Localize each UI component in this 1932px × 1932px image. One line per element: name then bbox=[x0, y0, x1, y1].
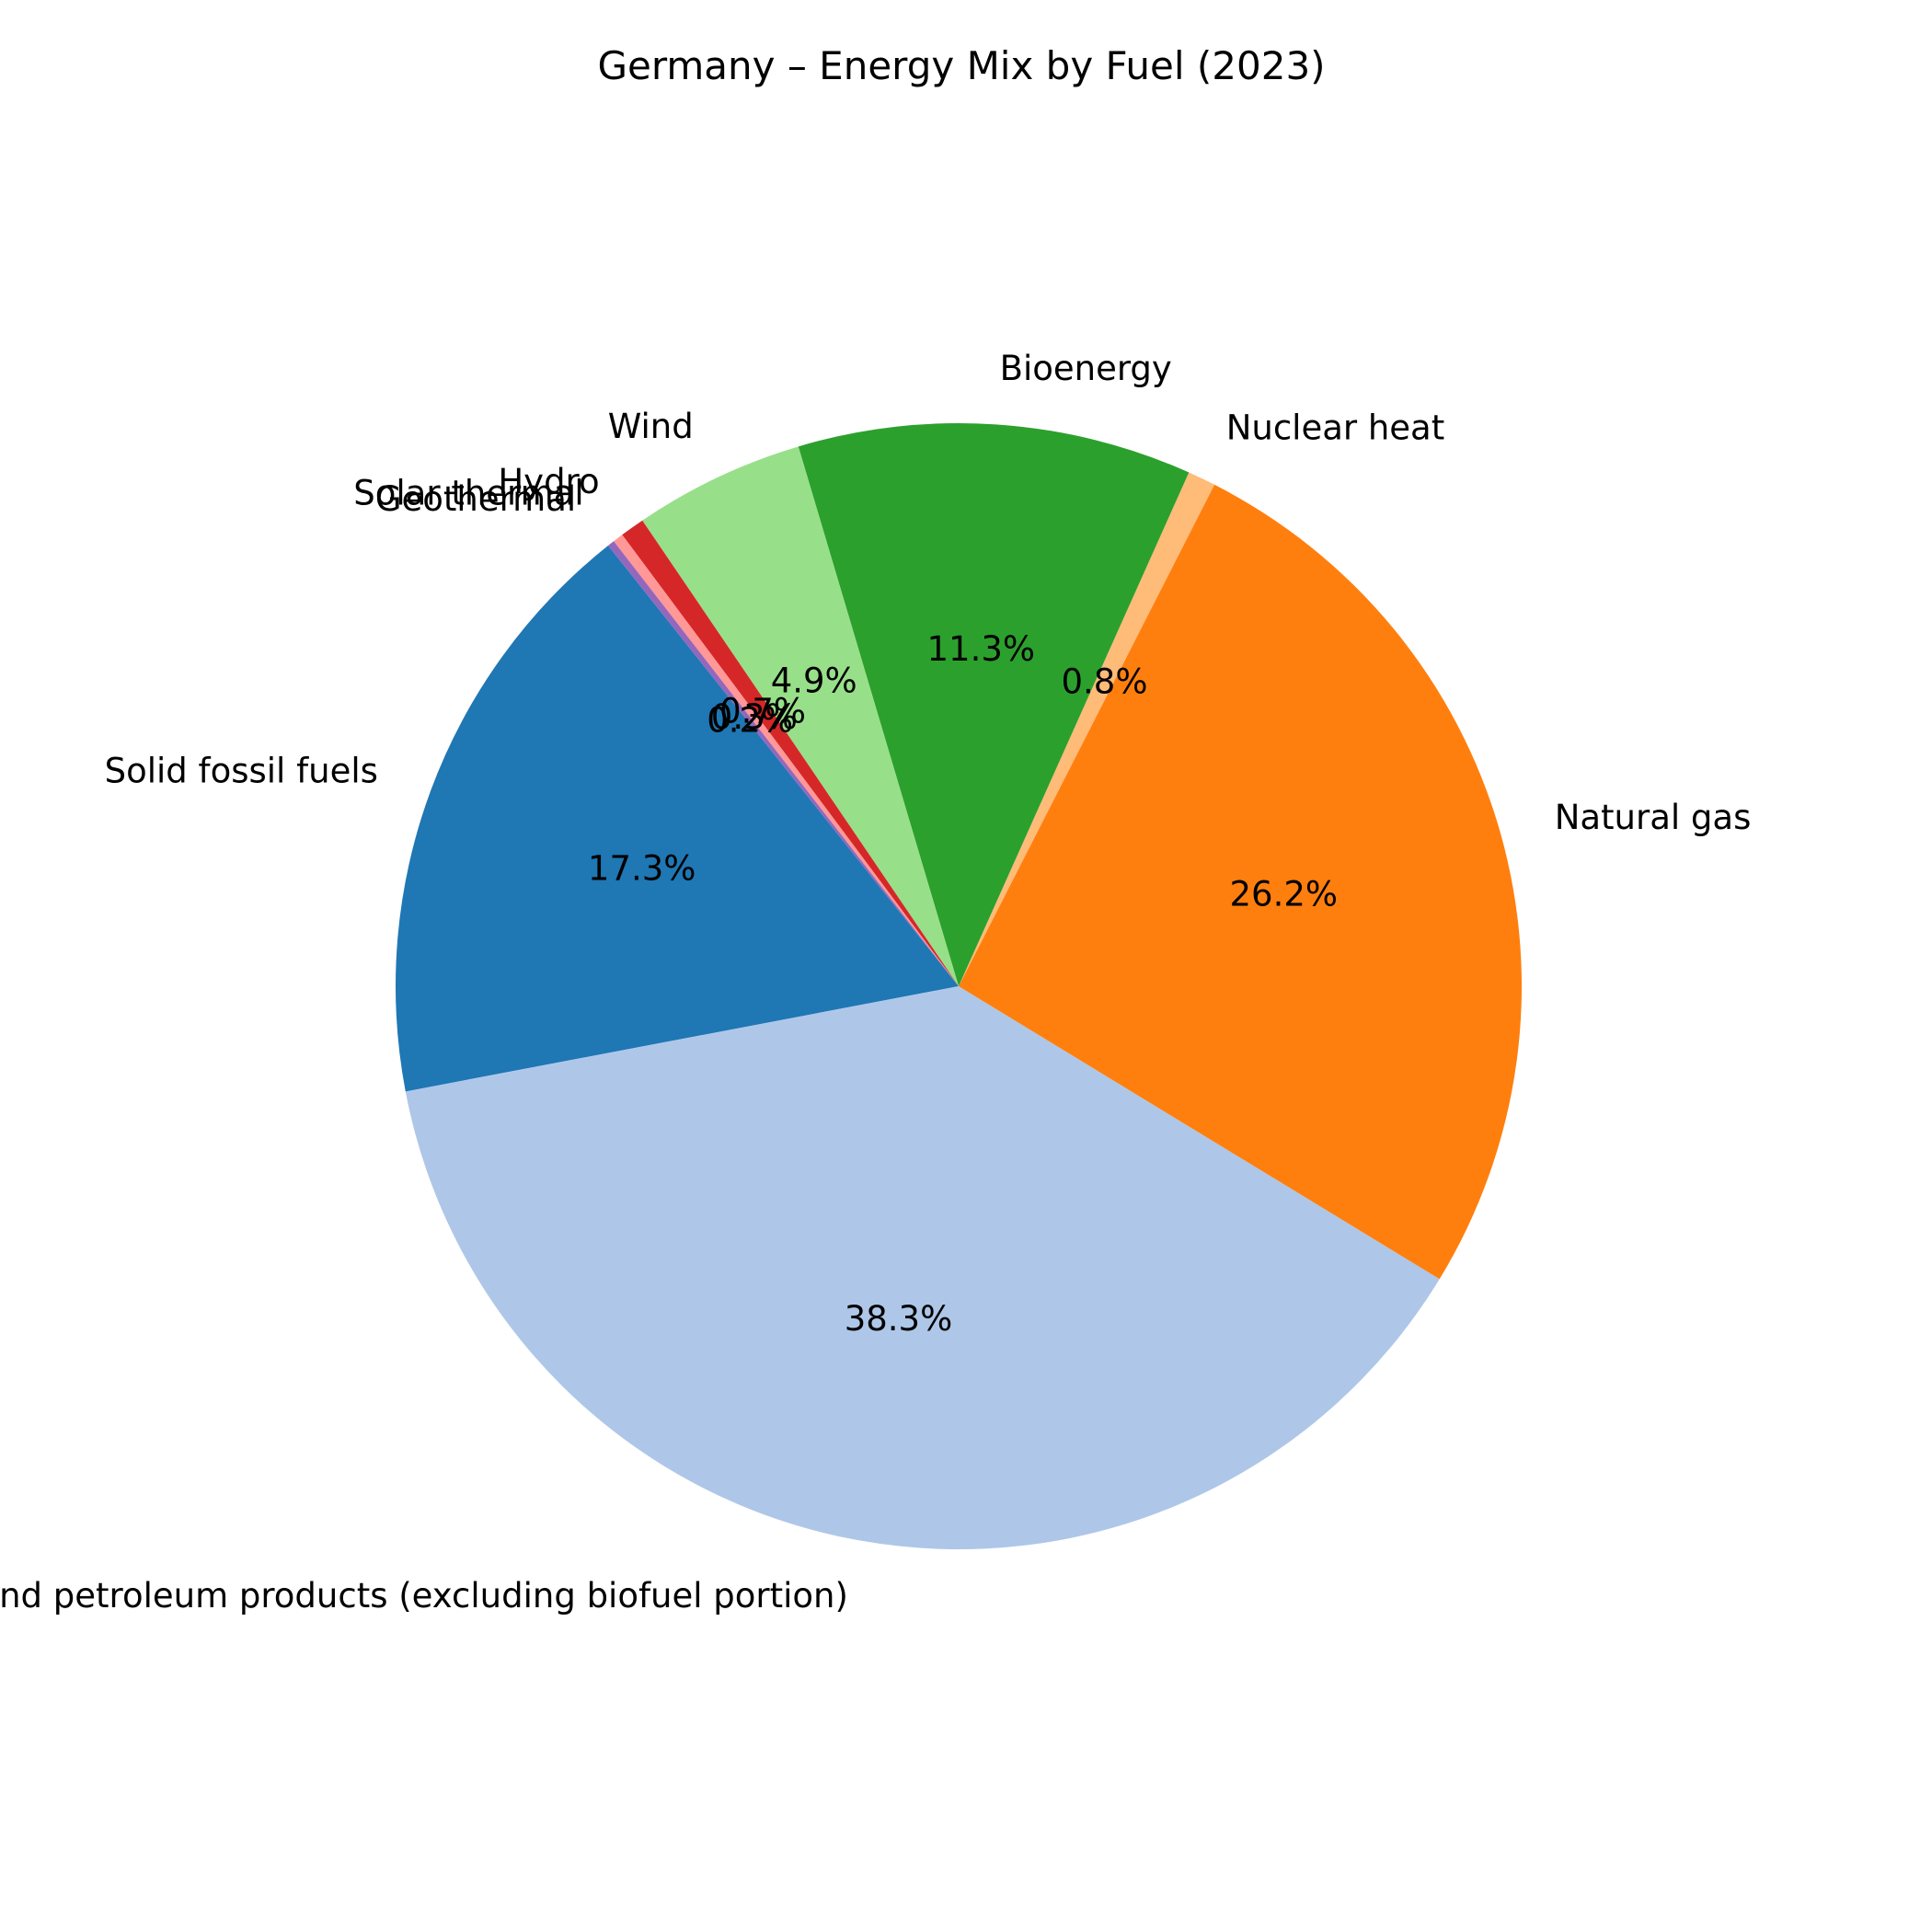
slice-nuclear-heat bbox=[959, 472, 1215, 986]
category-label-hydro: Hydro bbox=[498, 462, 599, 501]
percent-label-bioenergy: 11.3% bbox=[927, 629, 1036, 669]
category-label-geothermal: Geothermal bbox=[375, 479, 576, 519]
percent-label-oil-and-petroleum-products-excluding-biofuel-portion: 38.3% bbox=[845, 1299, 953, 1339]
percent-labels: 17.3% 38.3% 26.2% 0.8% 11.3% 4.9%0.7%0.3%0.2% bbox=[588, 629, 1338, 1339]
category-label-natural-gas: Natural gas bbox=[1555, 798, 1752, 837]
category-label-wind: Wind bbox=[608, 407, 694, 446]
percent-label-geothermal: 0.2% bbox=[707, 701, 793, 741]
percent-label-solid-fossil-fuels: 17.3% bbox=[588, 849, 696, 889]
category-labels: Solid fossil fuels Oil and petroleum prod… bbox=[0, 349, 1751, 1616]
slice-solar-thermal bbox=[614, 535, 959, 986]
category-label-oil-and-petroleum-products-excluding-biofuel-portion: Oil and petroleum products (excluding bi… bbox=[0, 1576, 848, 1616]
category-label-solar-thermal: Solar thermal bbox=[353, 474, 583, 513]
slice-bioenergy bbox=[798, 422, 1190, 987]
slice-geothermal bbox=[608, 541, 959, 986]
percent-label-solar-thermal: 0.3% bbox=[711, 697, 798, 737]
slice-wind bbox=[642, 446, 959, 986]
percent-label-natural-gas: 26.2% bbox=[1230, 874, 1339, 914]
slice-solid-fossil-fuels bbox=[395, 546, 959, 1092]
pie-slices bbox=[395, 422, 1523, 1550]
category-label-solid-fossil-fuels: Solid fossil fuels bbox=[105, 751, 378, 790]
category-label-bioenergy: Bioenergy bbox=[1000, 349, 1172, 388]
slice-hydro bbox=[622, 520, 959, 986]
percent-label-hydro: 0.7% bbox=[719, 691, 806, 730]
slice-oil-and-petroleum-products-excluding-biofuel-portion bbox=[405, 986, 1440, 1550]
slice-natural-gas bbox=[959, 484, 1523, 1280]
chart-title: Germany – Energy Mix by Fuel (2023) bbox=[597, 43, 1325, 88]
percent-label-nuclear-heat: 0.8% bbox=[1062, 661, 1148, 701]
category-label-nuclear-heat: Nuclear heat bbox=[1226, 408, 1445, 447]
percent-label-wind: 4.9% bbox=[771, 661, 857, 701]
